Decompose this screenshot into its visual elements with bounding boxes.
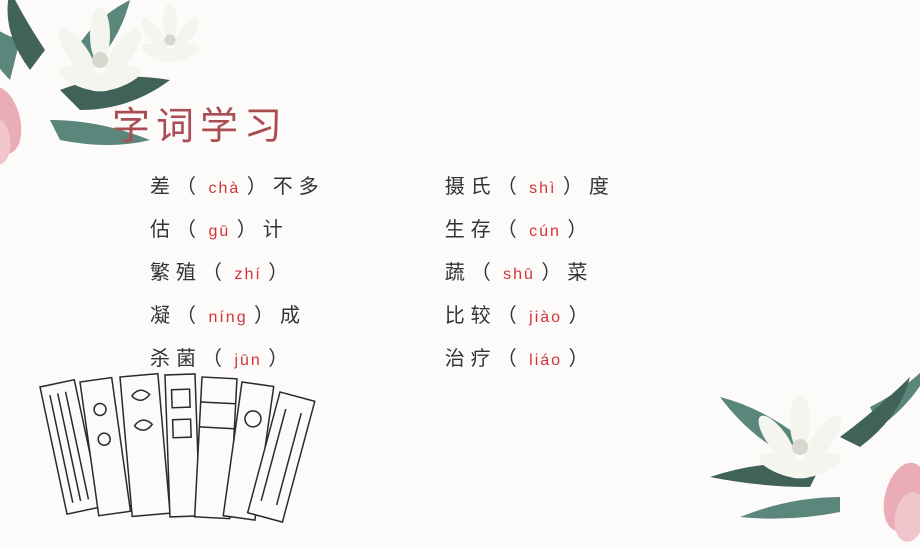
vocabulary-entry: 估（ gū ）计 xyxy=(150,213,325,242)
paren-close: ） xyxy=(247,176,273,198)
pinyin-text: níng xyxy=(202,309,254,326)
hanzi-before: 蔬 xyxy=(445,262,471,284)
paren-close: ） xyxy=(268,262,294,284)
paren-open: （ xyxy=(497,219,523,241)
vocabulary-entry: 比较（ jiào ） xyxy=(445,299,615,328)
paren-close: ） xyxy=(541,262,567,284)
pinyin-text: shì xyxy=(523,180,563,197)
paren-open: （ xyxy=(497,348,523,370)
vocabulary-entry: 杀菌（ jūn ） xyxy=(150,342,325,371)
pinyin-text: jūn xyxy=(228,352,268,369)
paren-close: ） xyxy=(237,219,263,241)
paren-open: （ xyxy=(497,305,523,327)
vocabulary-entry: 蔬（ shū ）菜 xyxy=(445,256,615,285)
hanzi-before: 凝 xyxy=(150,305,176,327)
hanzi-after: 度 xyxy=(589,176,615,198)
hanzi-before: 差 xyxy=(150,176,176,198)
vocabulary-entry: 凝（ níng ）成 xyxy=(150,299,325,328)
paren-close: ） xyxy=(568,305,594,327)
pinyin-text: shū xyxy=(497,266,542,283)
paren-open: （ xyxy=(176,176,202,198)
pinyin-text: jiào xyxy=(523,309,569,326)
hanzi-after: 成 xyxy=(280,305,306,327)
pinyin-text: cún xyxy=(523,223,568,240)
hanzi-before: 比较 xyxy=(445,305,497,327)
vocabulary-entry: 摄氏（ shì ）度 xyxy=(445,170,615,199)
vocabulary-content: 差（ chà ）不多估（ gū ）计繁殖（ zhí ）凝（ níng ）成杀菌（… xyxy=(150,170,790,371)
hanzi-before: 摄氏 xyxy=(445,176,497,198)
pinyin-text: chà xyxy=(202,180,247,197)
hanzi-before: 杀菌 xyxy=(150,348,202,370)
hanzi-after: 不多 xyxy=(273,176,325,198)
floral-decoration-bottom-right xyxy=(680,347,920,547)
paren-close: ） xyxy=(268,348,294,370)
hanzi-after: 计 xyxy=(263,219,289,241)
right-column: 摄氏（ shì ）度生存（ cún ）蔬（ shū ）菜比较（ jiào ）治疗… xyxy=(445,170,615,371)
left-column: 差（ chà ）不多估（ gū ）计繁殖（ zhí ）凝（ níng ）成杀菌（… xyxy=(150,170,325,371)
floral-decoration-top-left xyxy=(0,0,250,180)
paren-open: （ xyxy=(176,305,202,327)
hanzi-before: 生存 xyxy=(445,219,497,241)
pinyin-text: liáo xyxy=(523,352,569,369)
paren-open: （ xyxy=(471,262,497,284)
paren-open: （ xyxy=(202,348,228,370)
vocabulary-entry: 繁殖（ zhí ） xyxy=(150,256,325,285)
paren-close: ） xyxy=(568,348,594,370)
paren-close: ） xyxy=(563,176,589,198)
pinyin-text: zhí xyxy=(228,266,268,283)
vocabulary-entry: 治疗（ liáo ） xyxy=(445,342,615,371)
hanzi-before: 繁殖 xyxy=(150,262,202,284)
paren-close: ） xyxy=(567,219,593,241)
pinyin-text: gū xyxy=(202,223,237,240)
paren-open: （ xyxy=(497,176,523,198)
hanzi-before: 估 xyxy=(150,219,176,241)
vocabulary-entry: 生存（ cún ） xyxy=(445,213,615,242)
hanzi-after: 菜 xyxy=(567,262,593,284)
hanzi-before: 治疗 xyxy=(445,348,497,370)
paren-open: （ xyxy=(176,219,202,241)
paren-open: （ xyxy=(202,262,228,284)
vocabulary-entry: 差（ chà ）不多 xyxy=(150,170,325,199)
paren-close: ） xyxy=(254,305,280,327)
page-title: 字词学习 xyxy=(112,95,288,150)
